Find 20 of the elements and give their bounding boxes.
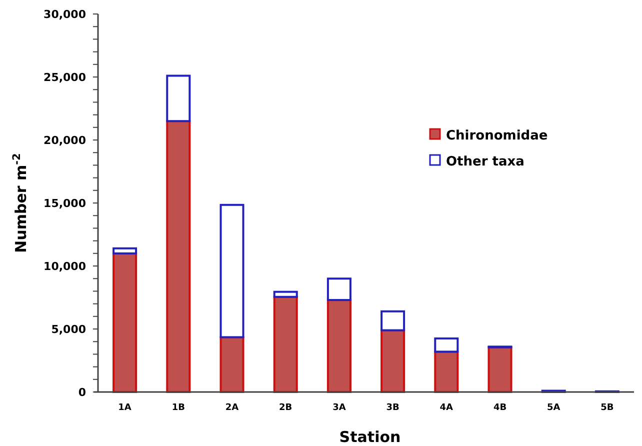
x-tick-label: 4A	[440, 403, 454, 413]
y-tick-label: 10,000	[44, 260, 86, 273]
x-tick-label: 2A	[225, 403, 239, 413]
y-tick-label: 0	[78, 386, 86, 399]
x-tick-label: 5A	[546, 403, 560, 413]
x-tick-label: 2B	[279, 403, 292, 413]
legend-label: Other taxa	[446, 154, 524, 170]
x-tick-label: 3A	[332, 403, 346, 413]
y-tick-label: 5,000	[51, 322, 86, 336]
x-tick-label: 4B	[493, 403, 507, 413]
x-axis-title: Station	[339, 428, 401, 446]
x-tick-label: 3B	[386, 403, 400, 413]
y-tick-label: 25,000	[44, 70, 86, 84]
y-tick-label: 15,000	[44, 196, 86, 210]
x-tick-label: 1B	[172, 403, 186, 413]
y-tick-label: 20,000	[44, 134, 86, 147]
y-tick-label: 30,000	[44, 8, 86, 21]
legend-label: Chironomidae	[446, 128, 548, 144]
x-tick-label: 1A	[118, 403, 132, 413]
x-tick-label: 5B	[600, 403, 614, 413]
